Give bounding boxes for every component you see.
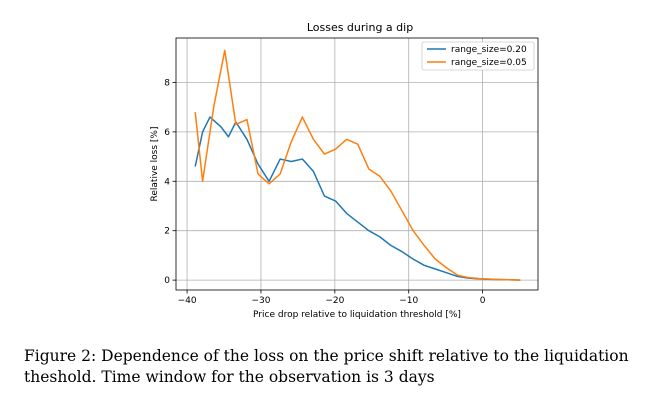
x-tick-label: −10 xyxy=(399,296,418,306)
y-axis-label: Relative loss [%] xyxy=(150,127,160,202)
y-tick-label: 4 xyxy=(164,177,170,187)
x-tick-label: −40 xyxy=(178,296,197,306)
x-axis-label: Price drop relative to liquidation thres… xyxy=(253,310,461,320)
y-tick-label: 8 xyxy=(164,78,170,88)
legend-label-1: range_size=0.05 xyxy=(451,58,527,68)
plot-frame xyxy=(175,37,539,291)
series-line-0 xyxy=(194,116,521,281)
chart: Losses during a dip −40 −30 −20 −10 0 0 2 4 6 8 P… xyxy=(150,21,539,320)
x-tick-label: −30 xyxy=(251,296,270,306)
legend: range_size=0.20 range_size=0.05 xyxy=(421,41,535,71)
x-tick-label: −20 xyxy=(325,296,344,306)
legend-box xyxy=(421,41,535,71)
series-lines xyxy=(194,49,521,281)
x-tick-label: 0 xyxy=(480,296,486,306)
legend-label-0: range_size=0.20 xyxy=(451,45,527,55)
grid-lines xyxy=(176,38,538,290)
series-line-1 xyxy=(194,49,521,281)
chart-title: Losses during a dip xyxy=(307,21,413,34)
y-tick-label: 6 xyxy=(164,128,170,138)
axis-ticks: −40 −30 −20 −10 0 0 2 4 6 8 xyxy=(164,78,485,306)
figure-caption: Figure 2: Dependence of the loss on the … xyxy=(24,347,629,386)
y-tick-label: 2 xyxy=(164,227,170,237)
y-tick-label: 0 xyxy=(164,276,170,286)
